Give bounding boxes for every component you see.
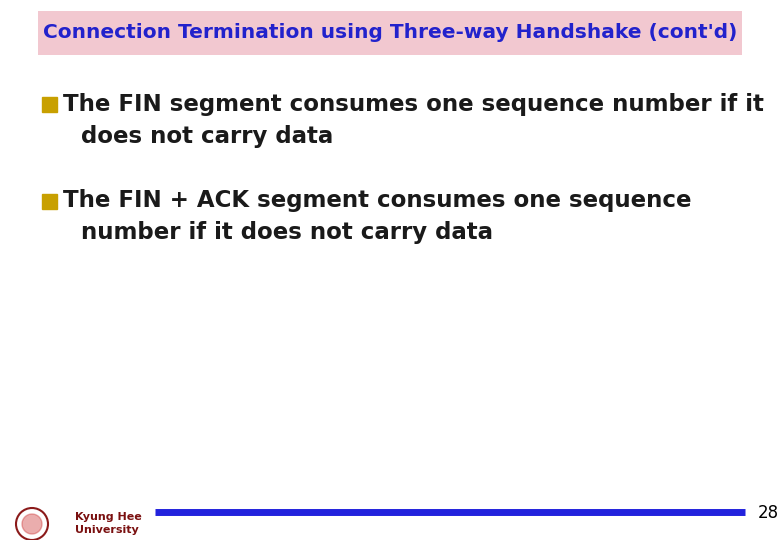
Text: Kyung Hee: Kyung Hee bbox=[75, 512, 142, 522]
Text: University: University bbox=[75, 525, 139, 535]
Bar bbox=[38, 11, 742, 55]
Text: The FIN segment consumes one sequence number if it: The FIN segment consumes one sequence nu… bbox=[63, 92, 764, 116]
Text: does not carry data: does not carry data bbox=[81, 125, 333, 147]
Text: 28: 28 bbox=[758, 504, 779, 522]
Bar bbox=[42, 193, 57, 208]
Circle shape bbox=[22, 514, 42, 534]
Text: The FIN + ACK segment consumes one sequence: The FIN + ACK segment consumes one seque… bbox=[63, 190, 692, 213]
Text: Connection Termination using Three-way Handshake (cont'd): Connection Termination using Three-way H… bbox=[43, 24, 737, 43]
Bar bbox=[42, 97, 57, 111]
Text: number if it does not carry data: number if it does not carry data bbox=[81, 221, 493, 245]
